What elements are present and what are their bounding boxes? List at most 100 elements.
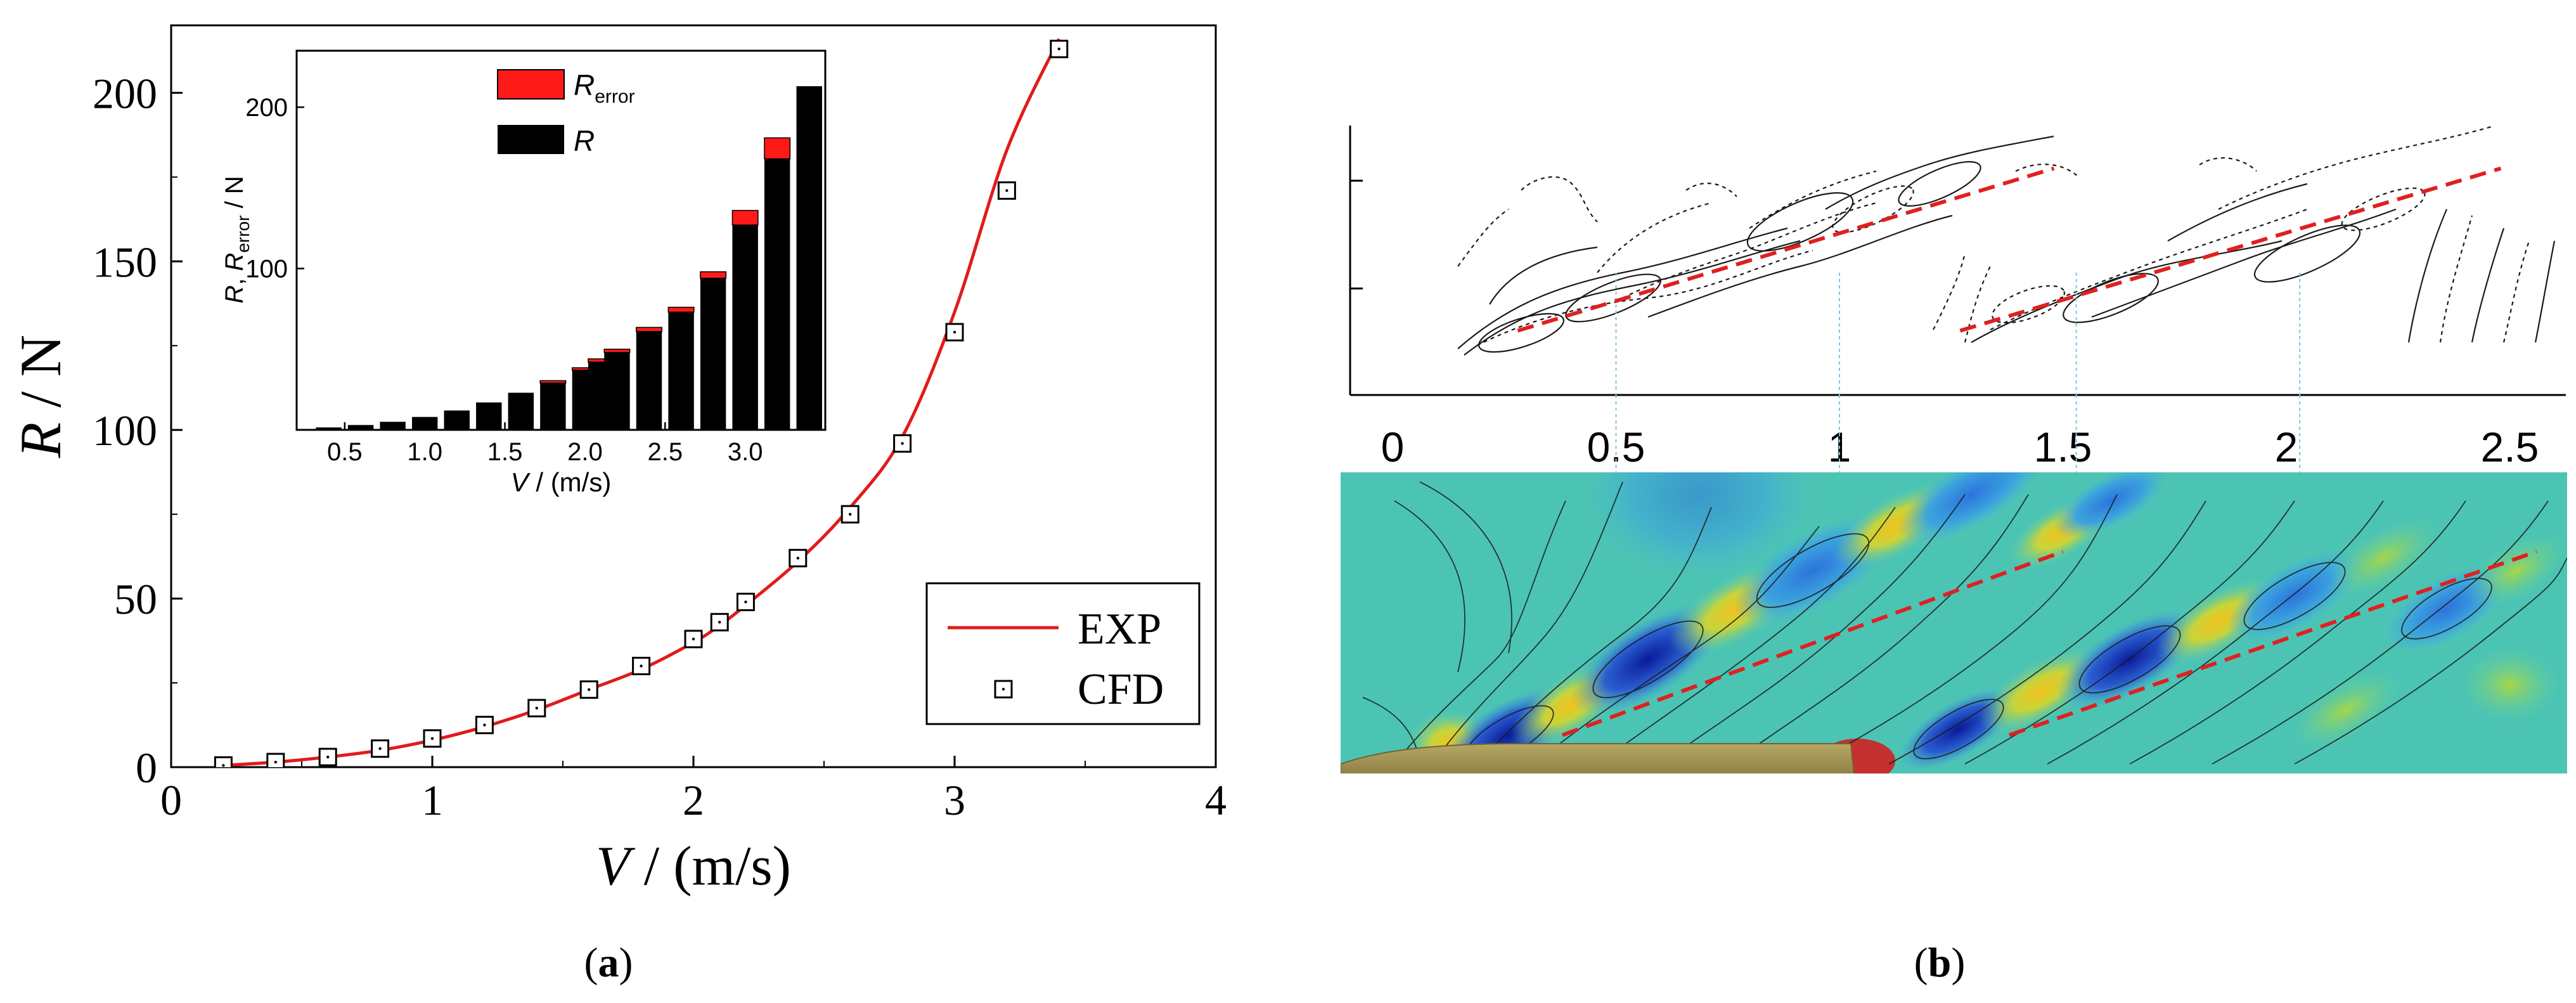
contour-lines-group-2 xyxy=(1971,126,2556,343)
cfd-marker-square xyxy=(1050,39,1069,58)
cfd-marker-dot xyxy=(744,600,747,604)
cfd-marker-dot xyxy=(640,664,643,668)
main-legend: EXP CFD xyxy=(925,582,1201,725)
series-cfd-markers xyxy=(214,39,1069,767)
cfd-point xyxy=(840,505,860,524)
cfd-marker-dot xyxy=(588,688,591,691)
contour-x-tick-label: 1.5 xyxy=(2034,424,2092,470)
cfd-marker-dot xyxy=(483,723,486,727)
wave-contour-plot: 0 0.5 1 1.5 2 2.5 xyxy=(1349,126,2566,470)
cfd-point xyxy=(423,729,442,748)
inset-legend-swatch-error xyxy=(497,69,565,100)
contour-guide-lines xyxy=(1615,273,2301,395)
cfd-marker-dot xyxy=(378,747,382,750)
inset-bar-r xyxy=(380,422,406,430)
cfd-marker-dot xyxy=(718,621,721,624)
legend-cfd-swatch xyxy=(994,680,1013,699)
main-y-tick-label: 200 xyxy=(93,69,157,117)
inset-x-tick-label: 2.5 xyxy=(647,438,683,466)
cfd-point xyxy=(371,739,390,758)
cfd-marker-dot xyxy=(796,557,800,560)
cfd-marker-dot xyxy=(326,755,330,759)
wake-trail-dashed xyxy=(1561,550,2064,737)
inset-bar-r xyxy=(444,410,470,430)
cfd-point xyxy=(945,323,964,342)
cfd-marker-square xyxy=(840,505,860,524)
cfd-point xyxy=(684,630,703,649)
cfd-point xyxy=(1050,39,1069,58)
cfd-point xyxy=(527,699,546,718)
inset-bar-r xyxy=(668,312,694,430)
cfd-point xyxy=(736,592,755,611)
cfd-point xyxy=(318,747,337,767)
cfd-field-bands xyxy=(1341,472,2567,773)
inset-y-axis-label: R, Rerror / N xyxy=(221,176,253,303)
inset-bar-error xyxy=(731,210,759,226)
inset-bars xyxy=(316,86,822,430)
cfd-point xyxy=(475,716,494,735)
cfd-point xyxy=(266,753,285,767)
wake-trail-dashed xyxy=(1959,166,2502,333)
legend-cfd-label: CFD xyxy=(1078,665,1164,714)
contour-x-tick-label: 2 xyxy=(2275,424,2298,470)
inset-bar-error xyxy=(603,349,631,353)
inset-x-tick-label: 3.0 xyxy=(728,438,763,466)
main-y-axis-label: R / N xyxy=(8,335,73,458)
main-x-tick-label: 1 xyxy=(422,776,443,824)
inset-bar-r xyxy=(636,331,662,430)
inset-x-tick-label: 1.5 xyxy=(487,438,523,466)
inset-x-tick-label: 1.0 xyxy=(407,438,442,466)
inset-bar-r xyxy=(316,427,342,430)
inset-bar-error xyxy=(667,306,695,313)
inset-bar-r xyxy=(700,278,726,430)
cfd-wake-trails xyxy=(1561,550,2537,737)
cfd-guide-lines xyxy=(1615,395,2301,472)
inset-x-axis-label: V / (m/s) xyxy=(511,467,612,497)
inset-bar-r xyxy=(764,159,790,430)
inset-bar-error xyxy=(636,327,662,332)
contour-x-tick-label: 2.5 xyxy=(2481,424,2539,470)
inset-bar-r xyxy=(476,402,502,430)
cfd-marker-square xyxy=(632,656,651,675)
cfd-point xyxy=(579,680,598,699)
inset-y-axis: 100 200 xyxy=(245,94,304,283)
main-x-tick-label: 4 xyxy=(1205,776,1227,824)
inset-legend-label-error: Rerror xyxy=(574,68,635,107)
main-legend-box xyxy=(925,582,1201,725)
cfd-wave-field xyxy=(1341,395,2567,773)
cfd-point xyxy=(632,656,651,675)
main-x-tick-label: 3 xyxy=(944,776,965,824)
main-x-axis-label: V / (m/s) xyxy=(596,836,791,897)
cfd-point xyxy=(997,181,1016,200)
inset-bar-r xyxy=(540,383,566,430)
cfd-marker-dot xyxy=(692,637,695,641)
main-y-axis: 0 50 100 150 200 xyxy=(93,69,183,792)
cfd-contour-lines xyxy=(1362,481,2567,766)
inset-chart: 0.5 1.0 1.5 2.0 2.5 3.0 100 200 V / (m/s) R, R… xyxy=(221,49,827,497)
cfd-marker-dot xyxy=(274,760,277,764)
inset-legend-label-r: R xyxy=(574,124,595,157)
panel-a-label: (a) xyxy=(584,940,633,986)
inset-bar-r xyxy=(347,425,374,430)
contour-x-axis: 0 0.5 1 1.5 2 2.5 xyxy=(1381,424,2539,470)
inset-bar-r xyxy=(604,352,630,430)
wake-trail-dashed xyxy=(2008,550,2537,737)
inset-bar-error xyxy=(700,271,727,279)
panel-b: 0 0.5 1 1.5 2 2.5 xyxy=(1341,126,2567,986)
main-x-tick-label: 2 xyxy=(683,776,704,824)
contour-lines-group-1 xyxy=(1457,135,2054,356)
inset-legend-swatch-r xyxy=(498,125,564,154)
main-y-tick-label: 100 xyxy=(93,406,157,455)
cfd-marker-square xyxy=(214,756,233,767)
main-y-tick-label: 0 xyxy=(136,744,157,792)
legend-exp-label: EXP xyxy=(1078,605,1161,654)
wake-trail-dashed xyxy=(1517,166,2055,333)
cfd-point xyxy=(214,756,233,767)
inset-bar-r xyxy=(796,86,822,430)
contour-wake-trails xyxy=(1517,166,2502,333)
cfd-marker-dot xyxy=(222,764,225,767)
main-y-tick-label: 150 xyxy=(93,238,157,286)
cfd-point xyxy=(789,548,808,567)
inset-bar-r xyxy=(732,224,758,430)
